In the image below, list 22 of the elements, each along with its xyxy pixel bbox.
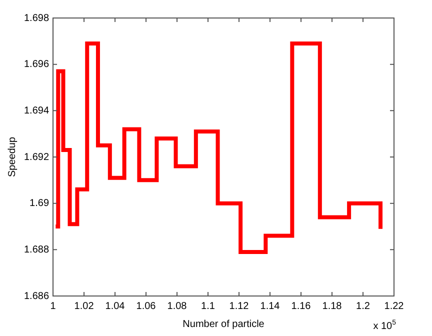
x-tick-label: 1.2 [356,300,370,312]
x-tick-label: 1.06 [136,300,156,312]
x-tick-label: 1.12 [229,300,250,312]
y-axis-title: Speedup [6,136,18,178]
x-tick-label: 1.1 [201,300,216,312]
text: x 10$^{5}$ [373,320,396,332]
x-tick-label: 1.02 [74,300,94,312]
x-tick-label: 1.14 [260,300,280,312]
x-tick-label: 1.18 [322,300,342,312]
x-tick-label: 1.04 [105,300,126,312]
y-tick-label: 1.69 [30,198,50,210]
y-tick-label: 1.692 [24,152,50,163]
x-tick-label: 1.16 [291,300,312,312]
y-tick-label: 1.688 [24,244,50,256]
x-tick-label: 1.08 [167,300,188,312]
x-tick-label: 1.22 [384,300,404,312]
y-tick-label: 1.686 [24,290,50,302]
x-tick-label: 1 [50,300,56,312]
y-tick-label: 1.696 [24,59,50,70]
y-tick-label: 1.694 [24,105,50,116]
x-axis-title: Number of particle [182,318,265,330]
y-tick-label: 1.698 [24,12,50,24]
